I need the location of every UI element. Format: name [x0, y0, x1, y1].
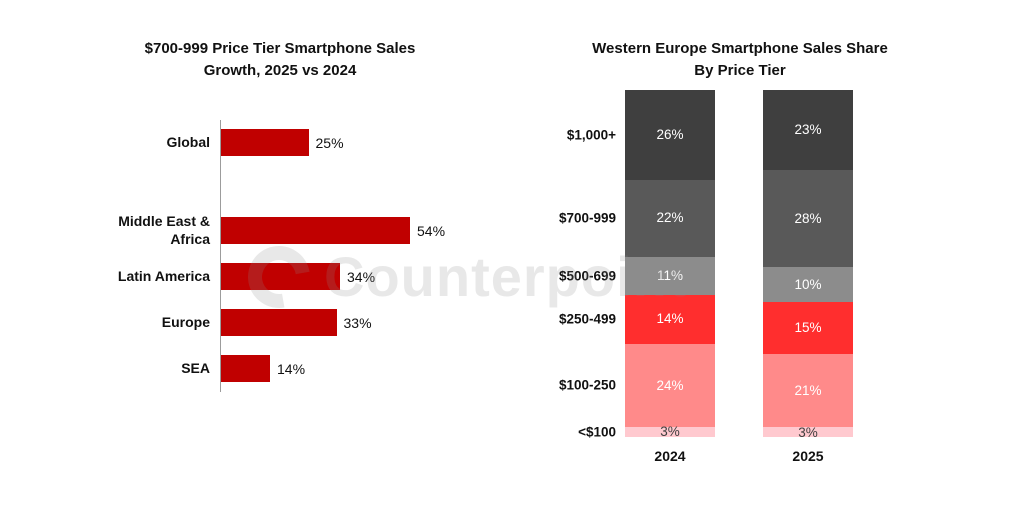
tier-label: $500-699: [558, 268, 616, 284]
stacked-column: 23% 28% 10% 15% 21% 3%: [763, 89, 853, 439]
growth-value-label: 34%: [347, 268, 376, 285]
stack-segment: 14%: [625, 294, 715, 344]
stack-segment: 24%: [625, 343, 715, 428]
growth-row: Global 25%: [60, 119, 500, 166]
tier-label: $100-250: [558, 377, 616, 393]
right-chart-title: Western Europe Smartphone Sales Share By…: [592, 40, 888, 79]
growth-category-label: Global: [166, 133, 210, 150]
growth-bar-track: 25%: [220, 119, 500, 166]
share-columns-area: $1,000+ $700-999 $500-699 $250-499 $100-250 <…: [520, 89, 960, 482]
growth-bar-chart: $700-999 Price Tier Smartphone Sales Gro…: [60, 38, 500, 392]
stack-segment: 3%: [763, 425, 853, 439]
share-stacked-chart: Western Europe Smartphone Sales Share By…: [520, 38, 960, 482]
growth-bar: [221, 309, 337, 336]
stack-segment: 3%: [625, 425, 715, 439]
growth-bar-track: 14%: [220, 345, 500, 392]
growth-category-label: Europe: [161, 313, 210, 330]
growth-value-label: 25%: [315, 134, 344, 151]
growth-value-label: 33%: [343, 314, 372, 331]
growth-category-label: SEA: [181, 359, 210, 376]
left-chart-title: $700-999 Price Tier Smartphone Sales Gro…: [144, 40, 416, 79]
growth-bar-track: 54%: [220, 207, 500, 254]
growth-category-label: Latin America: [117, 267, 210, 284]
growth-bar: [221, 263, 340, 290]
growth-bar-track: 33%: [220, 299, 500, 346]
growth-bars-area: Global 25% Middle East & Africa 54% Latin Am…: [60, 119, 500, 392]
growth-row: Europe 33%: [60, 299, 500, 346]
tier-label: <$100: [578, 424, 616, 440]
growth-category-label: Middle East & Africa: [118, 213, 210, 247]
growth-row: SEA 14%: [60, 345, 500, 392]
year-label: 2025: [792, 447, 824, 464]
tier-label: $250-499: [558, 311, 616, 327]
growth-bar: [221, 355, 270, 382]
growth-value-label: 14%: [277, 360, 306, 377]
tier-label: $1,000+: [566, 127, 616, 143]
growth-row: Middle East & Africa 54%: [60, 207, 500, 254]
stack-segment: 28%: [763, 169, 853, 267]
stack-segment: 11%: [625, 256, 715, 295]
stacked-column: 26% 22% 11% 14% 24% 3%: [625, 89, 715, 439]
stack-segment: 23%: [763, 89, 853, 170]
growth-bar-track: 34%: [220, 253, 500, 300]
tier-label: $700-999: [558, 210, 616, 226]
spacer-track: [220, 165, 500, 208]
stack-segment: 10%: [763, 266, 853, 302]
growth-row-spacer: [60, 165, 500, 208]
growth-row: Latin America 34%: [60, 253, 500, 300]
year-label: 2024: [654, 447, 686, 464]
growth-bar: [221, 217, 410, 244]
stack-segment: 15%: [763, 301, 853, 354]
stack-segment: 26%: [625, 89, 715, 180]
stack-segment: 22%: [625, 179, 715, 257]
growth-bar: [221, 129, 309, 156]
growth-value-label: 54%: [417, 222, 446, 239]
stack-segment: 21%: [763, 353, 853, 428]
